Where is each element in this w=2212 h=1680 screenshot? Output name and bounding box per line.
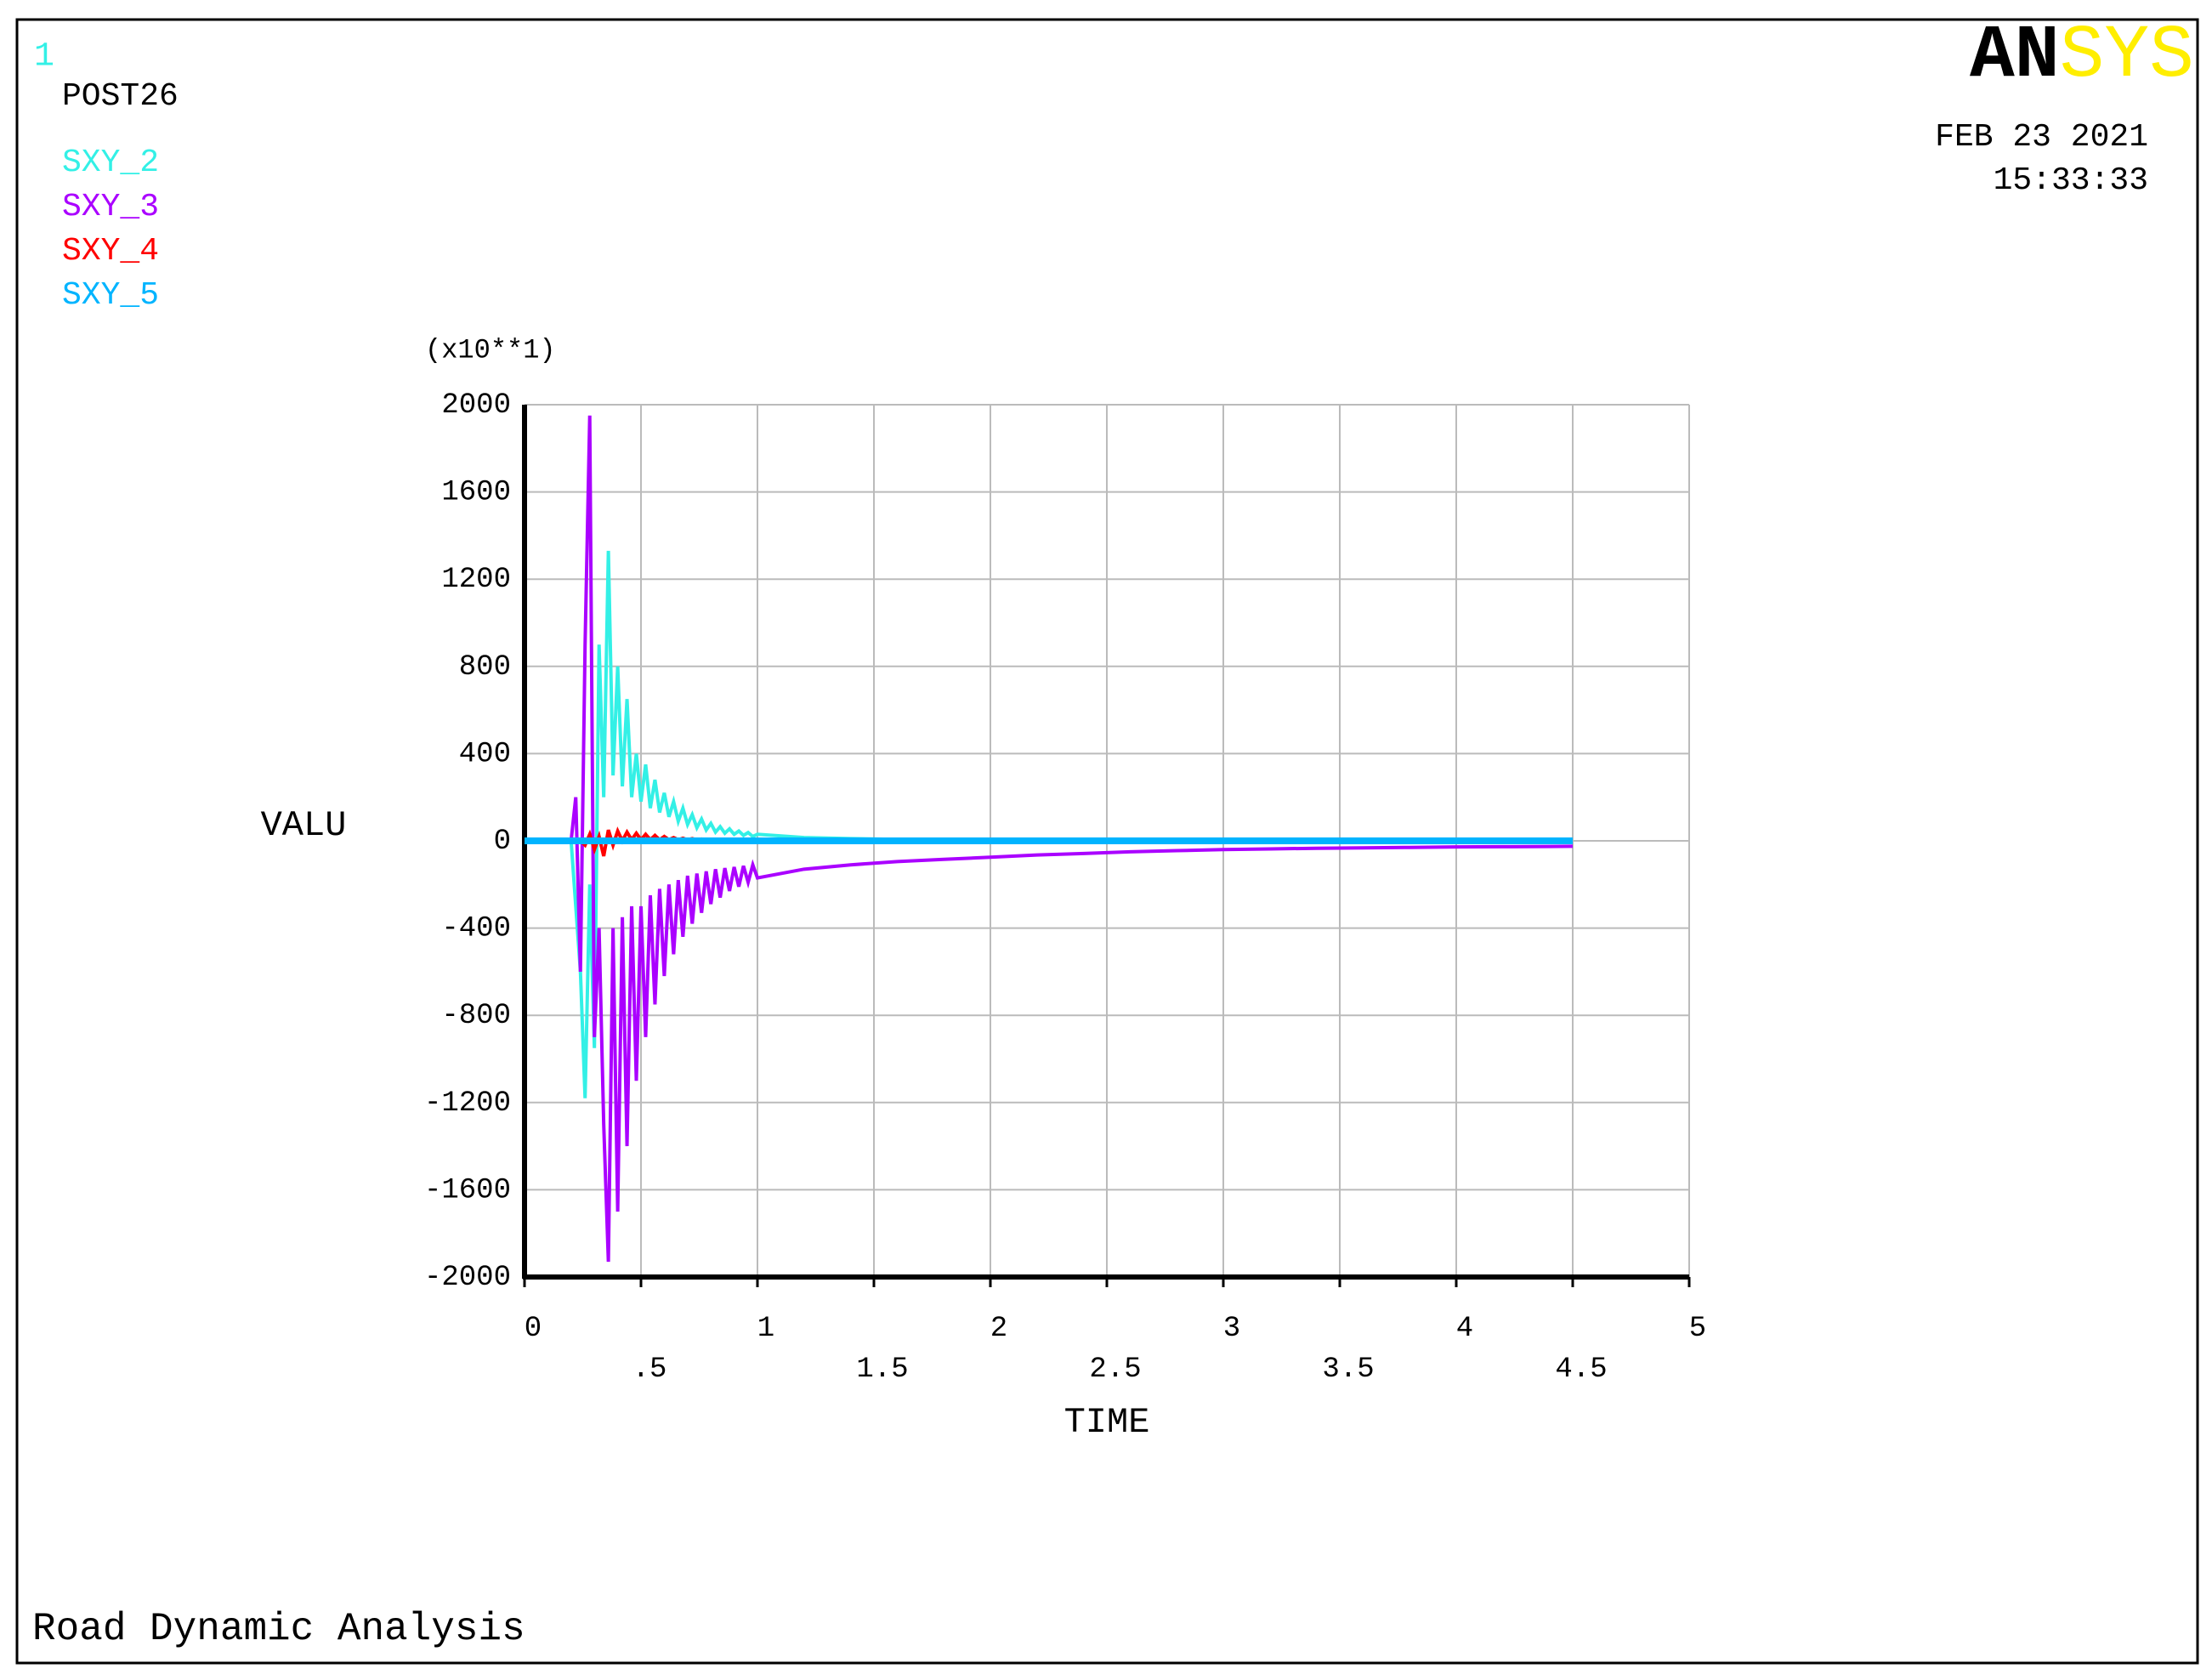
x-tick-label: 3.5 bbox=[1322, 1354, 1374, 1386]
legend-entry: SXY_5 bbox=[62, 277, 159, 314]
legend-entry: SXY_3 bbox=[62, 189, 159, 225]
y-tick-label: 2000 bbox=[441, 389, 511, 422]
chart-title: Road Dynamic Analysis bbox=[32, 1607, 525, 1651]
x-tick-label: 1.5 bbox=[856, 1354, 908, 1386]
logo-right: SYS bbox=[2060, 14, 2194, 99]
y-tick-label: 400 bbox=[459, 738, 511, 770]
x-tick-label: 5 bbox=[1689, 1313, 1706, 1345]
y-axis-label: VALU bbox=[261, 805, 347, 846]
y-tick-label: -400 bbox=[441, 913, 511, 945]
x-tick-label: .5 bbox=[632, 1354, 667, 1386]
date: FEB 23 2021 bbox=[1935, 119, 2148, 156]
legend-entry: SXY_4 bbox=[62, 233, 159, 270]
x-tick-label: 4.5 bbox=[1555, 1354, 1607, 1386]
logo-left: AN bbox=[1970, 14, 2060, 99]
logo: ANSYS bbox=[1970, 14, 2194, 99]
y-multiplier: (x10**1) bbox=[425, 334, 556, 366]
x-tick-label: 2.5 bbox=[1089, 1354, 1141, 1386]
window-number: 1 bbox=[34, 38, 54, 77]
y-tick-label: -1600 bbox=[424, 1174, 511, 1206]
y-tick-label: -800 bbox=[441, 1000, 511, 1032]
x-tick-label: 4 bbox=[1456, 1313, 1473, 1345]
y-tick-label: 1200 bbox=[441, 564, 511, 596]
y-tick-label: 0 bbox=[494, 826, 511, 858]
x-axis-label: TIME bbox=[1064, 1402, 1150, 1443]
y-tick-label: 1600 bbox=[441, 477, 511, 509]
x-tick-label: 1 bbox=[757, 1313, 774, 1345]
module-label: POST26 bbox=[62, 78, 179, 115]
y-tick-label: 800 bbox=[459, 651, 511, 684]
x-tick-label: 2 bbox=[990, 1313, 1007, 1345]
y-tick-label: -1200 bbox=[424, 1087, 511, 1120]
series-line bbox=[525, 415, 1574, 1263]
x-tick-label: 0 bbox=[525, 1313, 542, 1345]
x-tick-label: 3 bbox=[1223, 1313, 1240, 1345]
time: 15:33:33 bbox=[1994, 162, 2148, 199]
y-tick-label: -2000 bbox=[424, 1262, 511, 1294]
legend-entry: SXY_2 bbox=[62, 145, 159, 181]
